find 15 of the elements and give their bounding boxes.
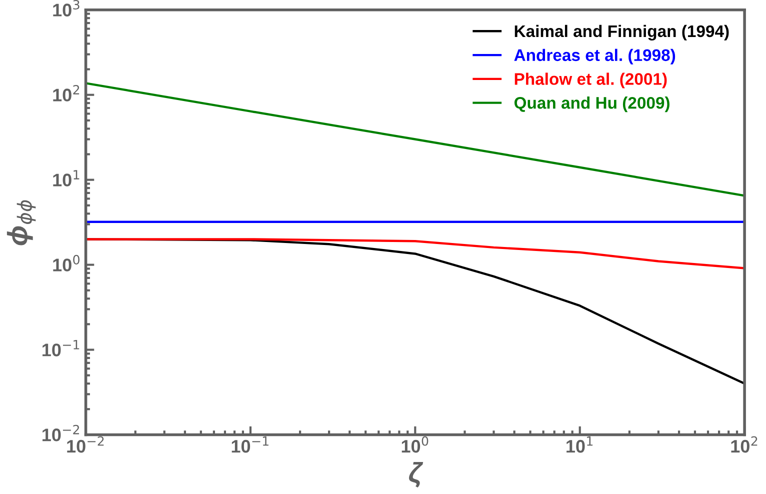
x-tick-label: 10$^{1}$ bbox=[566, 436, 593, 453]
y-tick-label: 10$^{−1}$ bbox=[42, 340, 80, 356]
legend-label: Quan and Hu (2009) bbox=[514, 96, 670, 112]
y-tick-label: 10$^{0}$ bbox=[53, 254, 80, 272]
y-axis-title: ϕ$_{ϕϕ}$ bbox=[6, 200, 36, 246]
x-axis-title: ζ bbox=[409, 462, 424, 488]
legend-label: Andreas et al. (1998) bbox=[514, 48, 676, 64]
x-tick-label: 10$^{−1}$ bbox=[232, 436, 268, 453]
legend-label: Kaimal and Finnigan (1994) bbox=[514, 24, 729, 40]
y-tick-label: 10$^{2}$ bbox=[53, 84, 80, 102]
legend-label: Phalow et al. (2001) bbox=[514, 72, 667, 88]
y-tick-label: 10$^{3}$ bbox=[53, 0, 80, 16]
y-tick-label: 10$^{1}$ bbox=[53, 170, 80, 186]
x-tick-label: 10$^{0}$ bbox=[402, 436, 428, 453]
x-tick-label: 10$^{2}$ bbox=[731, 436, 758, 453]
